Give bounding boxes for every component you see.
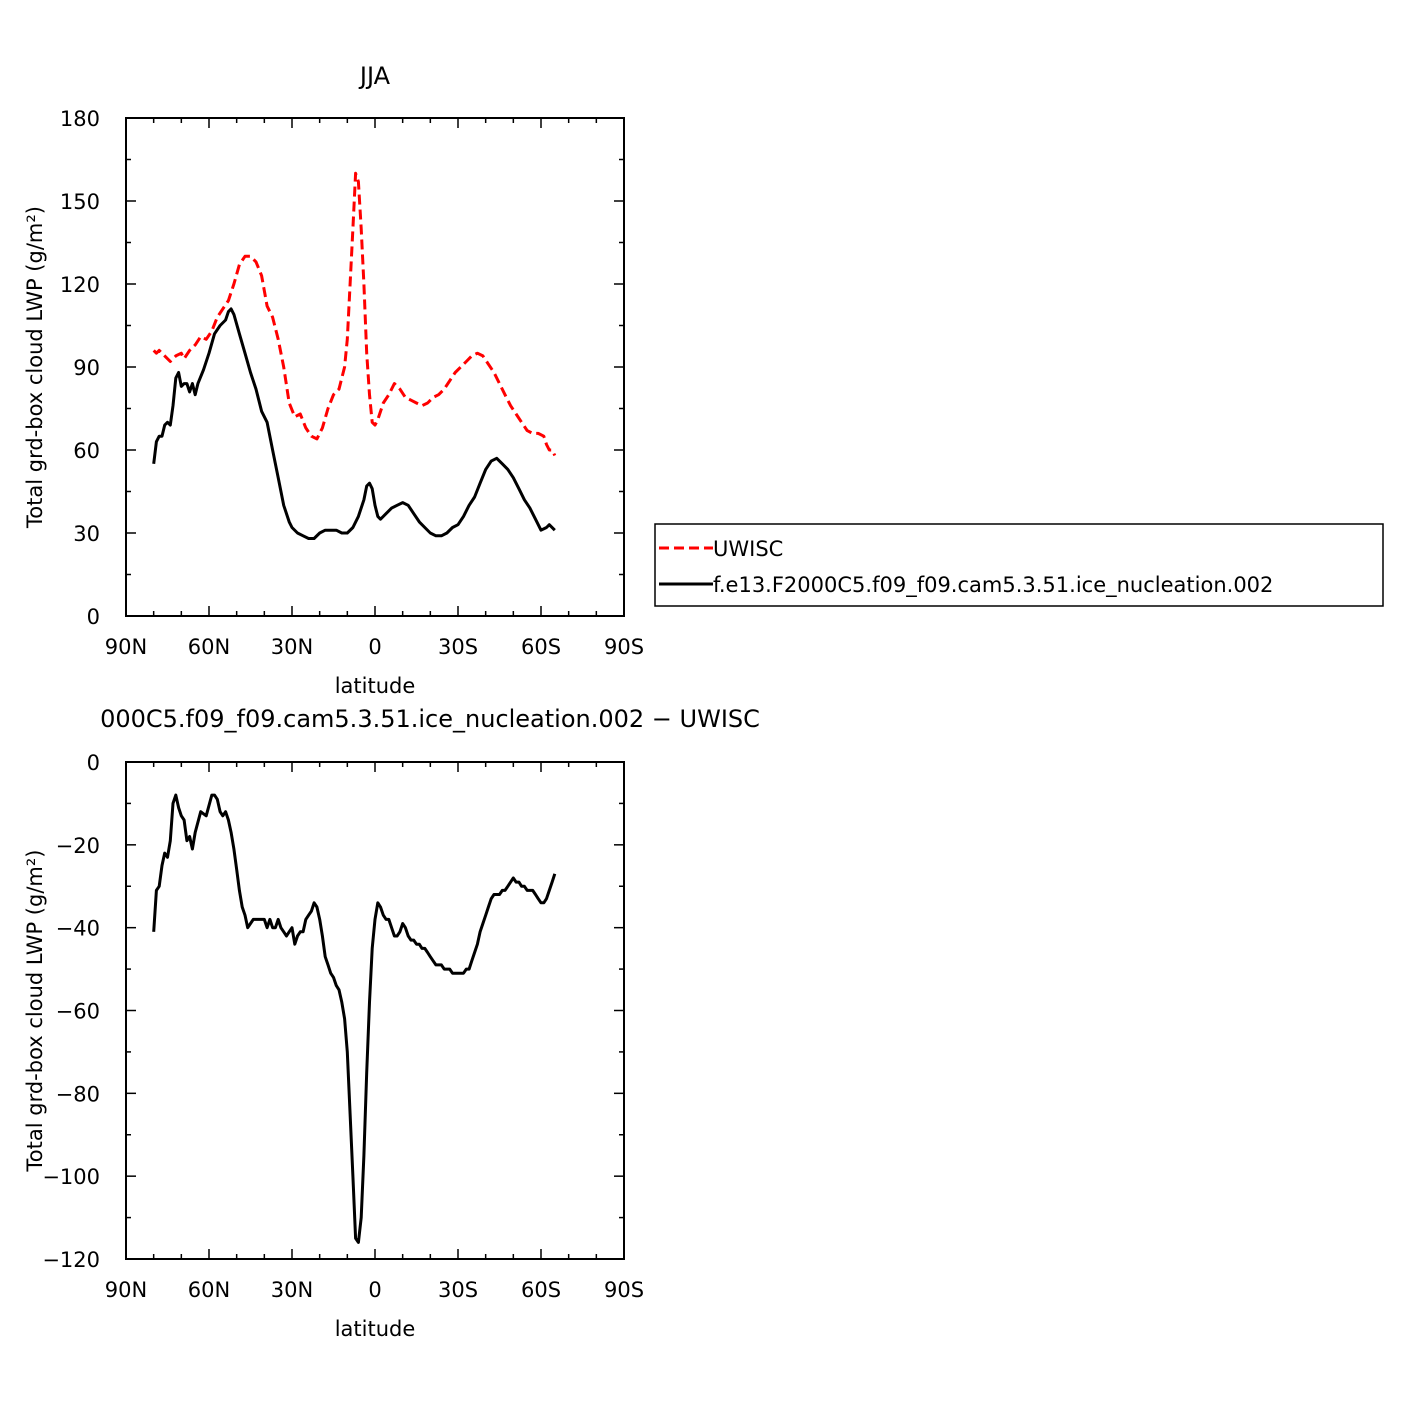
- panel1-x-axis-label: latitude: [335, 674, 416, 698]
- panel2-x-tick-label: 60S: [521, 1278, 561, 1302]
- panel1-y-tick-label: 150: [60, 190, 100, 214]
- panel2-x-tick-label: 0: [368, 1278, 381, 1302]
- panel2-y-tick-label: −40: [56, 917, 100, 941]
- panel1-plot-frame: [125, 117, 625, 617]
- panel1-x-tick-label: 60S: [521, 635, 561, 659]
- panel2-x-tick-label: 90N: [105, 1278, 147, 1302]
- panel1-y-axis-label: Total grd-box cloud LWP (g/m²): [23, 206, 47, 529]
- panel2-x-tick-label: 30N: [271, 1278, 313, 1302]
- panel2-plot-frame: [125, 761, 625, 1260]
- panel1-y-tick-label: 30: [73, 522, 100, 546]
- panel1-x-tick-label: 60N: [188, 635, 230, 659]
- panel2-x-axis-label: latitude: [335, 1317, 416, 1341]
- legend-box: [654, 523, 1384, 607]
- panel2-y-tick-label: −100: [42, 1165, 100, 1189]
- panel2-y-axis-label: Total grd-box cloud LWP (g/m²): [23, 850, 47, 1173]
- panel1-x-tick-label: 30S: [438, 635, 478, 659]
- panel1-x-tick-label: 90N: [105, 635, 147, 659]
- panel1-series-line-1: [152, 171, 557, 457]
- panel1-series-line-2: [152, 307, 556, 540]
- panel2-y-tick-label: −120: [42, 1248, 100, 1272]
- panel2-title: 000C5.f09_f09.cam5.3.51.ice_nucleation.0…: [100, 705, 760, 733]
- panel2-x-tick-label: 90S: [604, 1278, 644, 1302]
- panel1-y-tick-label: 120: [60, 273, 100, 297]
- panel1-x-tick-label: 90S: [604, 635, 644, 659]
- panel1-y-tick-label: 60: [73, 439, 100, 463]
- panel1-x-tick-label: 0: [368, 635, 381, 659]
- legend-label-2: f.e13.F2000C5.f09_f09.cam5.3.51.ice_nucl…: [713, 573, 1273, 598]
- panel2-y-tick-label: −60: [56, 1000, 100, 1024]
- panel1-title: JJA: [358, 62, 391, 90]
- panel2-x-tick-label: 30S: [438, 1278, 478, 1302]
- panel2-y-tick-label: 0: [87, 751, 100, 775]
- panel2-x-tick-label: 60N: [188, 1278, 230, 1302]
- panel1-y-tick-label: 0: [87, 605, 100, 629]
- legend-label-1: UWISC: [713, 537, 783, 561]
- panel1-y-tick-label: 90: [73, 356, 100, 380]
- panel2-y-tick-label: −80: [56, 1082, 100, 1106]
- panel2-series-line-1: [152, 793, 557, 1244]
- panel1-y-tick-label: 180: [60, 107, 100, 131]
- panel2-y-tick-label: −20: [56, 834, 100, 858]
- panel1-x-tick-label: 30N: [271, 635, 313, 659]
